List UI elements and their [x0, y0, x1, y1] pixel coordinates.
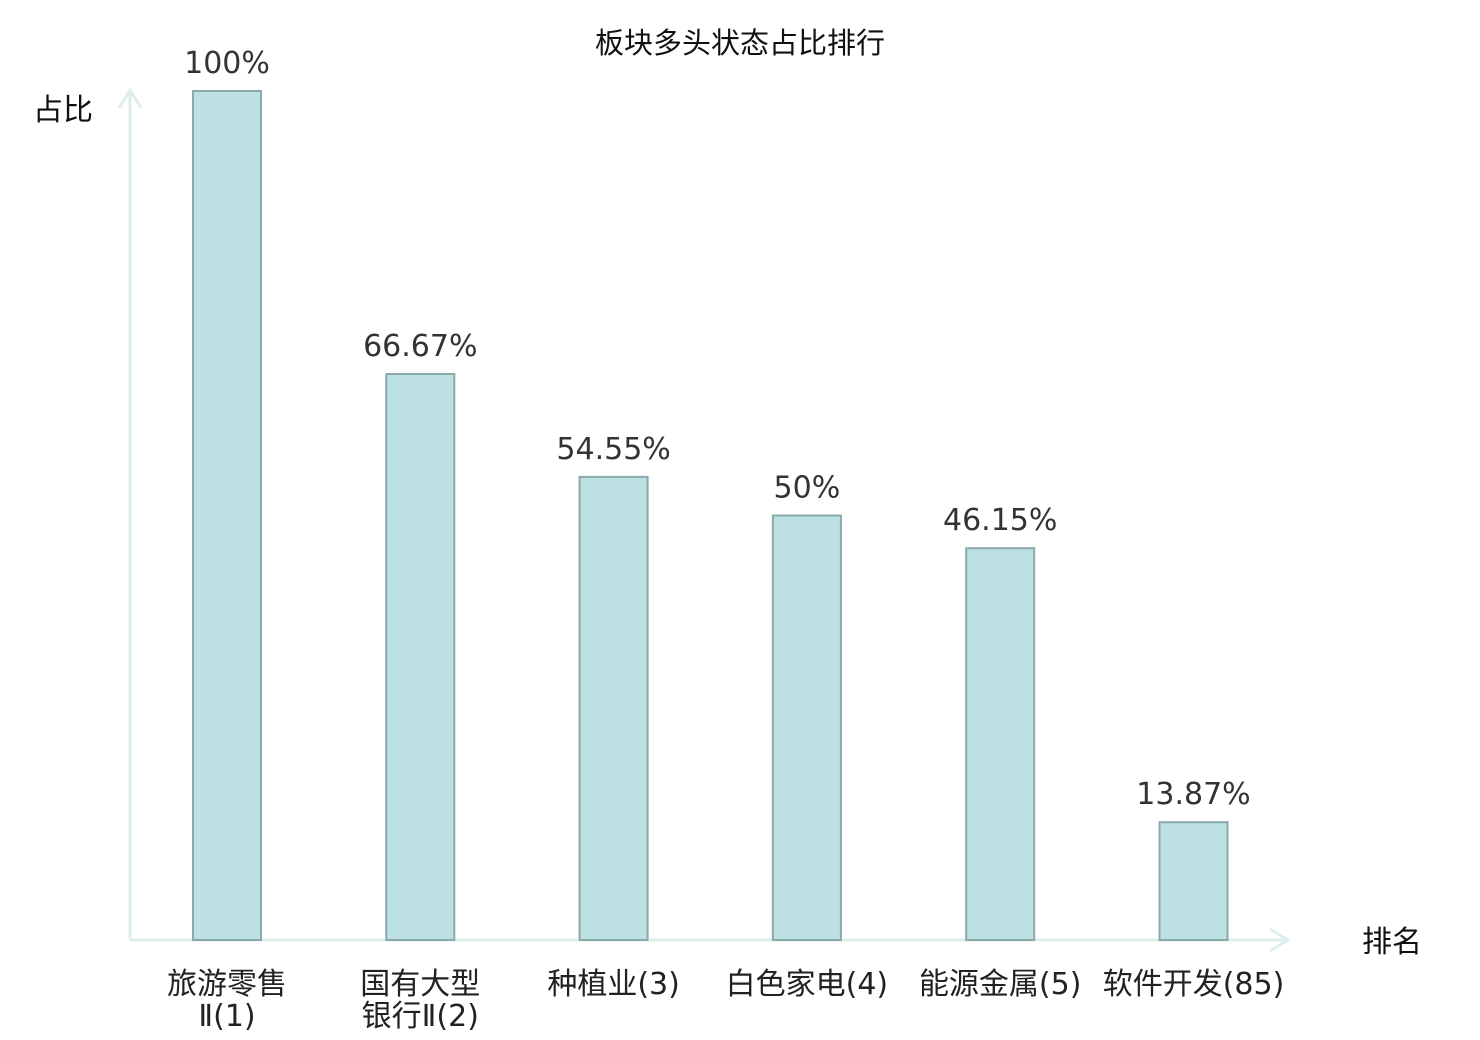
value-label-3: 54.55%	[556, 432, 670, 467]
y-axis	[117, 87, 143, 940]
value-labels-group: 100% 66.67% 54.55% 50% 46.15% 13.87%	[184, 46, 1251, 812]
category-label-2-line-2: 银行Ⅱ(2)	[362, 999, 479, 1034]
category-label-1-line-1: 旅游零售	[167, 967, 287, 1002]
y-axis-arrow	[117, 87, 143, 109]
value-label-1: 100%	[184, 46, 270, 81]
category-label-3: 种植业(3)	[547, 967, 680, 1002]
x-axis-arrow	[1269, 927, 1291, 953]
value-label-2: 66.67%	[363, 329, 477, 364]
bar-1	[192, 90, 262, 941]
bar-2	[385, 373, 456, 941]
value-label-4: 50%	[774, 471, 841, 506]
chart-title: 板块多头状态占比排行	[595, 26, 885, 60]
bar-3	[578, 475, 649, 941]
bar-6	[1158, 821, 1229, 942]
category-label-6: 软件开发(85)	[1103, 967, 1285, 1002]
bar-5	[965, 547, 1036, 941]
category-label-4: 白色家电(4)	[726, 967, 889, 1002]
value-label-6: 13.87%	[1136, 777, 1250, 812]
category-label-5: 能源金属(5)	[919, 967, 1082, 1002]
x-axis	[130, 927, 1291, 953]
x-axis-label: 排名	[1362, 925, 1422, 960]
category-label-1-line-2: Ⅱ(1)	[198, 999, 255, 1034]
bar-4	[771, 514, 842, 941]
value-label-5: 46.15%	[943, 503, 1057, 538]
y-axis-label: 占比	[33, 93, 93, 128]
category-label-2-line-1: 国有大型	[360, 967, 480, 1002]
bars-group	[192, 90, 1229, 942]
